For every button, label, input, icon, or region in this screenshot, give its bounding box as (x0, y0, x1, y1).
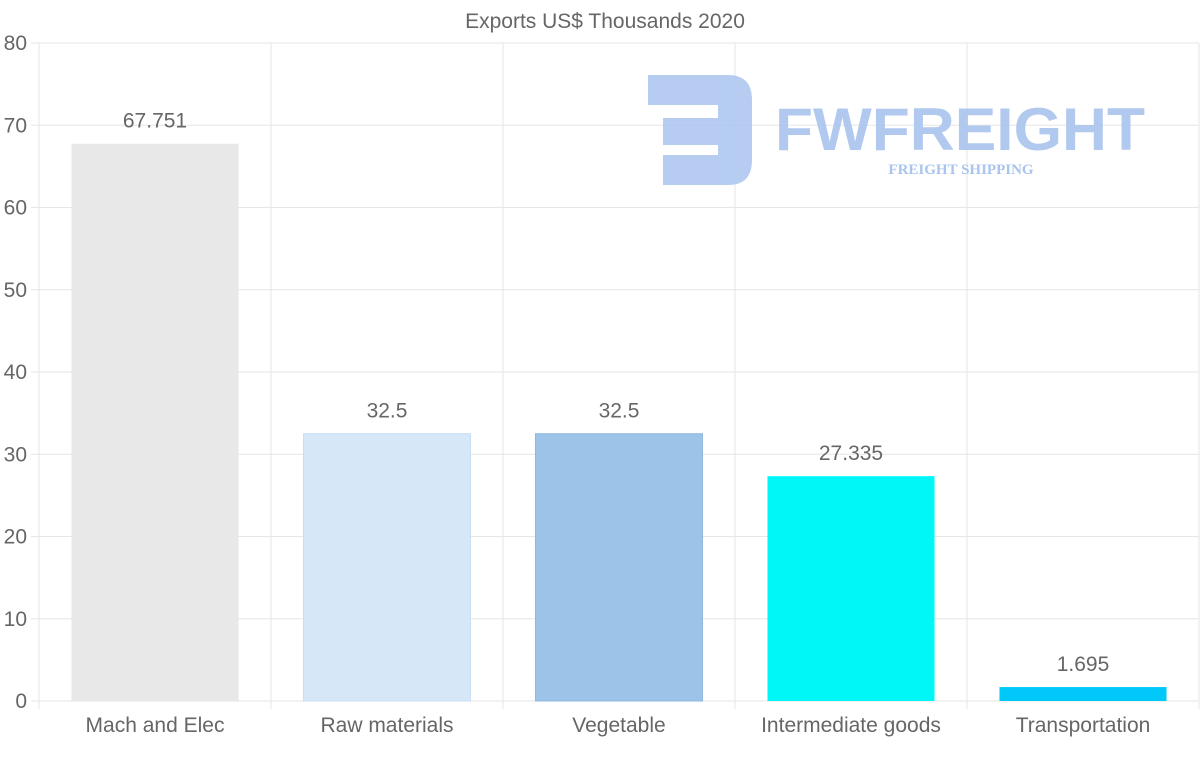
watermark-logo: FWFREIGHT FREIGHT SHIPPING (648, 75, 1145, 185)
y-tick-label: 0 (15, 690, 27, 713)
data-label: 1.695 (1057, 653, 1110, 676)
x-tick-label: Intermediate goods (761, 714, 941, 737)
x-tick-label: Transportation (1016, 714, 1151, 737)
chart-title: Exports US$ Thousands 2020 (465, 10, 745, 33)
bar[interactable] (71, 143, 239, 701)
data-label: 27.335 (819, 442, 883, 465)
y-tick-label: 70 (4, 114, 27, 137)
data-labels: 67.751 32.5 32.5 27.335 1.695 (123, 110, 1109, 676)
bar[interactable] (999, 687, 1167, 701)
y-tick-label: 30 (4, 443, 27, 466)
y-tick-label: 80 (4, 32, 27, 55)
x-tick-label: Vegetable (572, 714, 665, 737)
watermark-tagline: FREIGHT SHIPPING (888, 162, 1033, 178)
x-tick-label: Mach and Elec (86, 714, 225, 737)
bar[interactable] (767, 476, 935, 701)
data-label: 32.5 (367, 400, 408, 423)
watermark-brand: FWFREIGHT (775, 96, 1145, 163)
y-tick-label: 20 (4, 526, 27, 549)
bar[interactable] (302, 433, 472, 702)
x-tick-label: Raw materials (320, 714, 453, 737)
y-tick-label: 50 (4, 279, 27, 302)
y-axis: 0 10 20 30 40 50 60 70 80 (4, 32, 27, 713)
bars (71, 143, 1167, 702)
data-label: 67.751 (123, 110, 187, 133)
y-tick-label: 10 (4, 608, 27, 631)
y-tick-label: 60 (4, 197, 27, 220)
bar[interactable] (534, 433, 704, 702)
watermark-emblem-icon (648, 75, 752, 185)
x-axis: Mach and Elec Raw materials Vegetable Inter… (86, 714, 1151, 737)
data-label: 32.5 (599, 400, 640, 423)
y-tick-label: 40 (4, 361, 27, 384)
